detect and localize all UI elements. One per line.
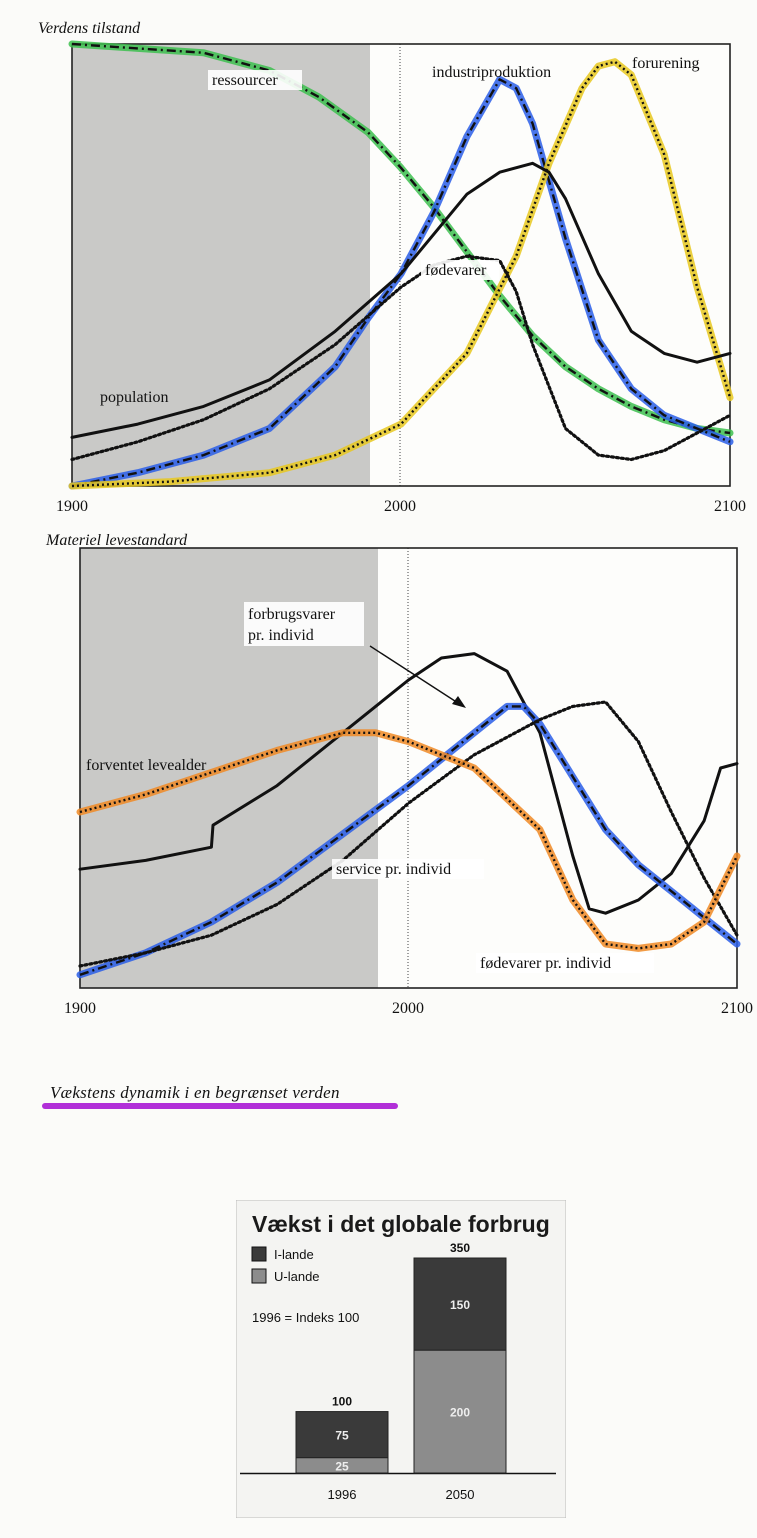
category-label-1996: 1996	[328, 1487, 357, 1502]
series-label-population: population	[100, 389, 168, 406]
annotation-arrow-line	[369, 645, 459, 704]
legend-swatch-i-lande	[251, 1246, 267, 1262]
total-label-2050: 350	[450, 1241, 470, 1255]
x-tick-2100: 2100	[721, 1000, 753, 1017]
series-line	[78, 652, 739, 915]
bar-chart-panel	[236, 1200, 566, 1518]
series-label-ressourcer: ressourcer	[212, 72, 278, 89]
annotation-arrow-head	[452, 696, 466, 708]
annotation-bg	[244, 602, 364, 646]
chart2-title: Materiel levestandard	[46, 532, 188, 549]
bar-chart-title: Vækst i det globale forbrug	[252, 1211, 550, 1237]
series-label-service-pr-individ: service pr. individ	[336, 861, 451, 878]
series-fodevarer	[70, 254, 732, 462]
chart-verdens-tilstand: ressourcer industriproduktion forurening po…	[56, 40, 746, 515]
series-label-bg	[208, 70, 302, 90]
series-fodevarer-pr-individ	[76, 729, 741, 952]
series-label-bg	[476, 953, 654, 973]
caption-underline	[42, 1103, 398, 1109]
series-line	[79, 705, 738, 976]
series-forbrugsvarer-pr-individ	[76, 702, 741, 979]
chart1-title: Verdens tilstand	[38, 20, 141, 37]
category-label-2050: 2050	[446, 1487, 475, 1502]
series-line	[71, 42, 731, 435]
series-line	[70, 254, 732, 462]
value-label-u-lande-2050: 200	[450, 1406, 470, 1420]
chart-materiel-levestandard: forventet levealder service pr. individ fø…	[64, 547, 753, 1017]
index-note: 1996 = Indeks 100	[252, 1310, 359, 1325]
series-label-forventet-levealder: forventet levealder	[86, 757, 207, 774]
series-label-bg	[421, 260, 499, 280]
value-label-u-lande-1996: 25	[335, 1459, 349, 1473]
series-line	[79, 731, 739, 950]
series-line	[78, 700, 739, 968]
x-tick-2000: 2000	[392, 1000, 424, 1017]
shaded-history-region	[72, 44, 370, 486]
series-ressourcer	[68, 40, 734, 437]
series-line	[71, 78, 731, 488]
value-label-i-lande-2050: 150	[450, 1298, 470, 1312]
series-service-pr-individ	[78, 700, 739, 968]
legend-swatch-u-lande	[251, 1268, 267, 1284]
x-tick-1900: 1900	[56, 498, 88, 515]
plot-frame	[71, 43, 731, 487]
plot-frame	[79, 547, 738, 989]
series-label-fodevarer: fødevarer	[425, 262, 487, 279]
x-tick-2100: 2100	[714, 498, 746, 515]
legend-label-i-lande: I-lande	[274, 1247, 314, 1262]
x-tick-1900: 1900	[64, 1000, 96, 1017]
series-label-fodevarer-pr-individ: fødevarer pr. individ	[480, 955, 611, 972]
bar-u-lande-2050	[413, 1349, 507, 1474]
series-forventet-levealder	[78, 652, 739, 915]
bar-i-lande-1996	[295, 1411, 389, 1459]
series-line	[70, 161, 732, 439]
series-population	[70, 161, 732, 439]
legend-label-u-lande: U-lande	[274, 1269, 320, 1284]
total-label-1996: 100	[332, 1395, 352, 1409]
series-label-industriproduktion: industriproduktion	[432, 64, 551, 81]
annotation-forbrugsvarer: forbrugsvarer	[248, 606, 336, 623]
chart-global-forbrug: Vækst i det globale forbrug I-lande U-land…	[236, 1200, 566, 1518]
series-label-bg	[332, 859, 484, 879]
bar-i-lande-2050	[413, 1257, 507, 1351]
page-caption: Vækstens dynamik i en begrænset verden	[50, 1083, 340, 1102]
series-industriproduktion	[68, 75, 734, 490]
annotation-pr-individ: pr. individ	[248, 627, 314, 644]
series-label-forurening: forurening	[632, 55, 700, 72]
series-line	[71, 60, 732, 488]
x-tick-2000: 2000	[384, 498, 416, 515]
value-label-i-lande-1996: 75	[335, 1429, 349, 1443]
series-forurening	[68, 58, 734, 490]
